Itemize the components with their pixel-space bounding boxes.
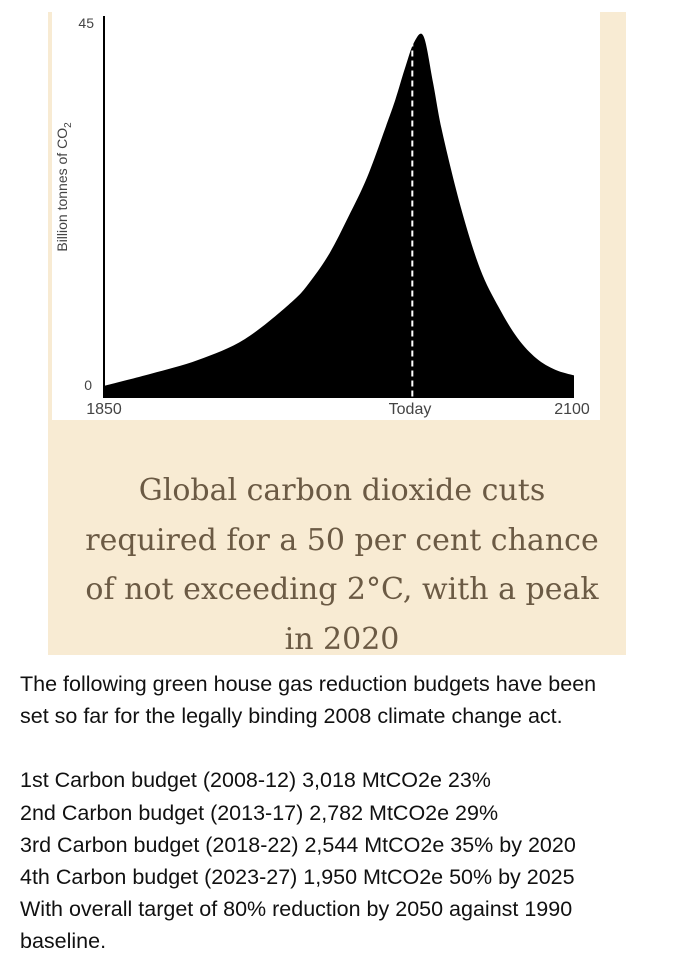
caption-line: Global carbon dioxide cuts — [138, 473, 546, 508]
intro-line: set so far for the legally binding 2008 … — [20, 704, 563, 729]
y-axis-title-main: Billion tonnes of CO — [54, 128, 70, 252]
budget-item: 3rd Carbon budget (2018-22) 2,544 MtCO2e… — [20, 832, 576, 857]
target-line: baseline. — [20, 929, 107, 954]
co2-emissions-chart: 45 0 1850 Today 2100 Billion tonnes of C… — [54, 15, 590, 418]
emissions-area — [104, 33, 574, 399]
paragraph-gap — [20, 732, 676, 764]
y-axis-title: Billion tonnes of CO2 — [54, 122, 74, 252]
body-text: The following green house gas reduction … — [20, 668, 676, 958]
x-tick-label-start: 1850 — [86, 401, 122, 418]
chart-area: 45 0 1850 Today 2100 Billion tonnes of C… — [52, 12, 600, 420]
budget-item: 2nd Carbon budget (2013-17) 2,782 MtCO2e… — [20, 800, 499, 825]
intro-line: The following green house gas reduction … — [20, 672, 597, 696]
caption-line: of not exceeding 2°C, with a peak — [85, 572, 599, 607]
budget-item: 1st Carbon budget (2008-12) 3,018 MtCO2e… — [20, 768, 491, 793]
budget-list: 1st Carbon budget (2008-12) 3,018 MtCO2e… — [20, 764, 676, 957]
y-axis-title-subscript: 2 — [63, 122, 74, 128]
intro-paragraph: The following green house gas reduction … — [20, 668, 676, 732]
chart-caption: Global carbon dioxide cuts required for … — [64, 466, 620, 664]
y-tick-label-top: 45 — [78, 15, 94, 31]
y-tick-label-bottom: 0 — [84, 377, 92, 393]
x-tick-label-end: 2100 — [554, 401, 590, 418]
x-tick-label-today: Today — [389, 401, 432, 418]
caption-line: in 2020 — [284, 621, 400, 657]
caption-line: required for a 50 per cent chance — [85, 522, 599, 558]
target-line: With overall target of 80% reduction by … — [20, 897, 573, 922]
budget-item: 4th Carbon budget (2023-27) 1,950 MtCO2e… — [20, 865, 575, 890]
